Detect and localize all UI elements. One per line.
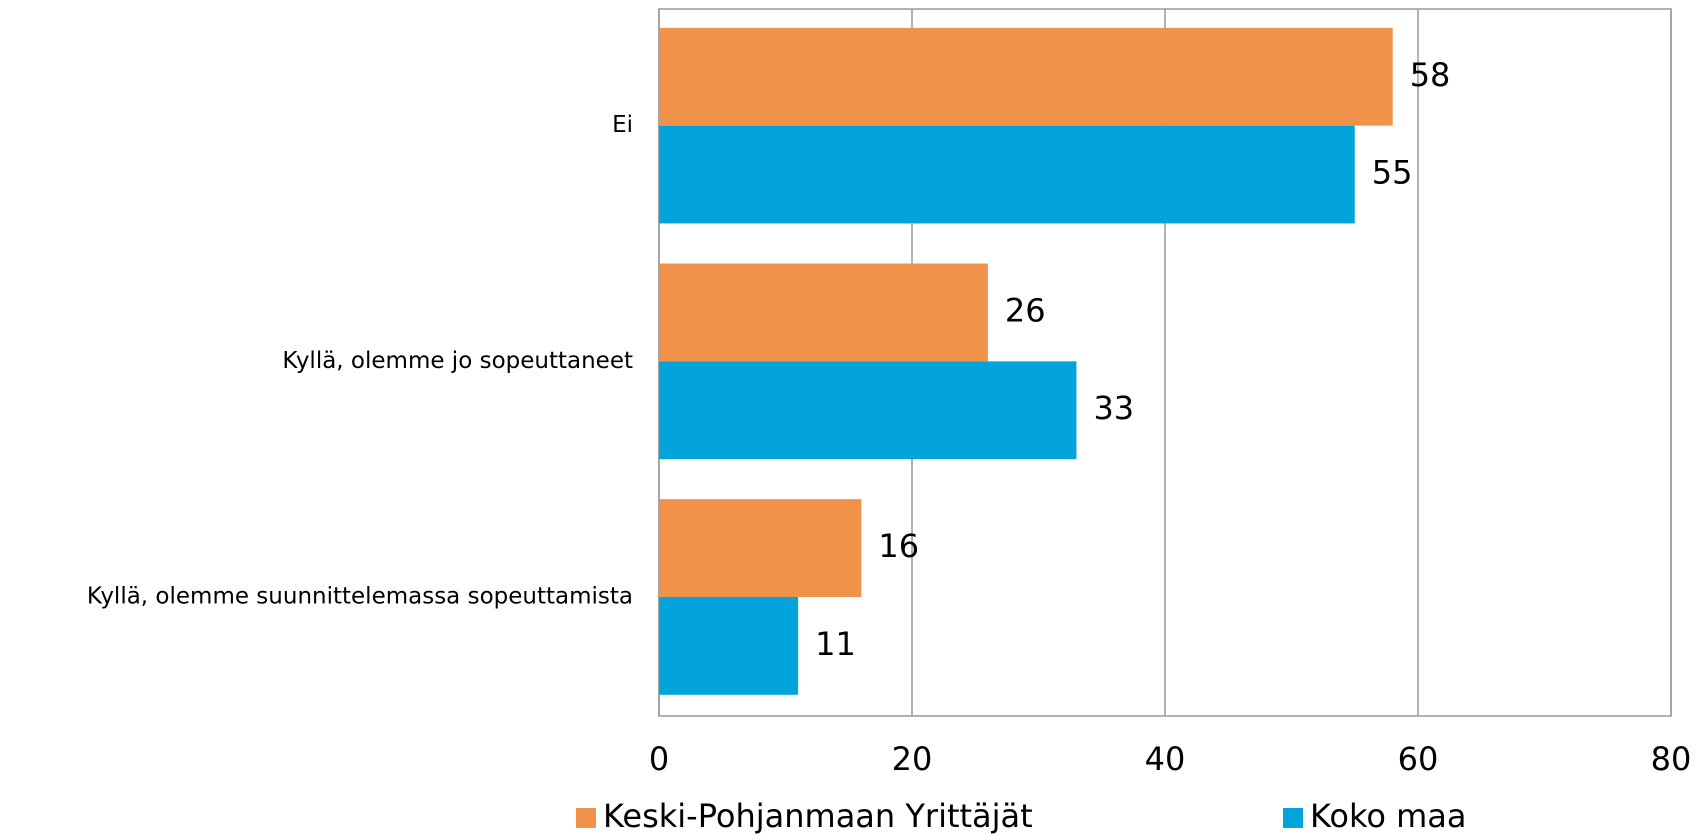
value-label: 33 bbox=[1093, 389, 1134, 427]
x-tick-label: 0 bbox=[649, 740, 669, 778]
bar bbox=[659, 125, 1355, 224]
value-label: 58 bbox=[1410, 56, 1451, 94]
category-label: Kyllä, olemme jo sopeuttaneet bbox=[282, 348, 633, 374]
legend-label: Keski-Pohjanmaan Yrittäjät bbox=[603, 797, 1033, 835]
x-tick-label: 40 bbox=[1145, 740, 1186, 778]
bar bbox=[659, 27, 1393, 126]
x-tick-label: 60 bbox=[1398, 740, 1439, 778]
legend-swatch bbox=[576, 808, 596, 828]
value-label: 55 bbox=[1372, 154, 1413, 192]
x-tick-label: 20 bbox=[892, 740, 933, 778]
legend-swatch bbox=[1283, 808, 1303, 828]
bar bbox=[659, 263, 988, 362]
x-tick-label: 80 bbox=[1651, 740, 1692, 778]
value-label: 16 bbox=[878, 527, 919, 565]
value-label: 11 bbox=[815, 625, 856, 663]
bar bbox=[659, 596, 799, 695]
category-label: Ei bbox=[612, 112, 633, 138]
category-label: Kyllä, olemme suunnittelemassa sopeuttam… bbox=[87, 583, 633, 609]
bar bbox=[659, 361, 1077, 460]
bar bbox=[659, 499, 862, 597]
value-label: 26 bbox=[1005, 291, 1046, 329]
legend-label: Koko maa bbox=[1310, 797, 1467, 835]
